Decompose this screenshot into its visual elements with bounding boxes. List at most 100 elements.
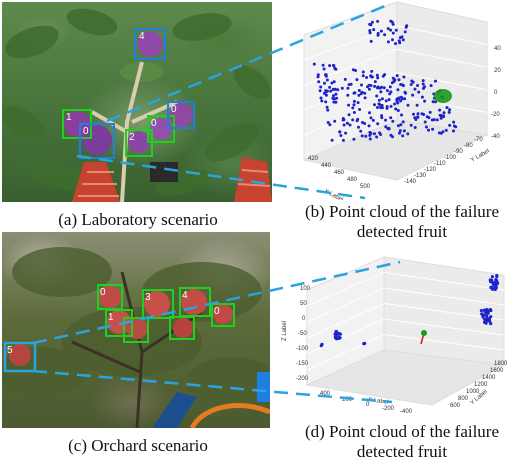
box-label: 0 (100, 287, 106, 298)
point-cloud-dot (324, 100, 328, 104)
z-tick: 0 (494, 90, 498, 96)
y-tick: 1000 (466, 389, 480, 395)
y-tick: -80 (464, 143, 473, 149)
x-tick: 440 (321, 163, 332, 169)
y-tick: -130 (414, 173, 427, 179)
point-cloud-dot (337, 332, 341, 336)
point-cloud-dot (363, 96, 367, 100)
point-cloud-dot (364, 134, 368, 138)
point-cloud-dot (397, 78, 401, 82)
point-cloud-dot (333, 119, 337, 123)
point-cloud-dot (376, 106, 379, 109)
y-tick: 1400 (482, 375, 496, 381)
point-cloud-dot (324, 73, 327, 77)
point-cloud-dot (373, 132, 376, 136)
point-cloud-dot (413, 87, 417, 91)
point-cloud-dot (368, 111, 371, 115)
point-cloud-dot (377, 102, 381, 106)
point-cloud-dot (434, 79, 437, 83)
point-cloud-dot (398, 129, 402, 133)
point-cloud-dot (352, 137, 356, 141)
y-tick: -120 (424, 167, 437, 173)
point-cloud-dot (346, 93, 350, 97)
z-tick: 40 (494, 46, 501, 52)
point-cloud-plot-d: 100 50 0 -50 -100 -150 -200 400 200 0 -2… (282, 256, 508, 415)
point-cloud-dot (385, 89, 389, 93)
grid-line (383, 287, 505, 306)
point-cloud-dot (320, 99, 324, 103)
point-cloud-dot (391, 31, 395, 35)
caption-b-line1: (b) Point cloud of the failure (304, 202, 500, 221)
point-cloud-dot (369, 75, 373, 79)
point-cloud-dot (375, 135, 379, 139)
point-cloud-dot (352, 99, 356, 103)
point-cloud-dot (332, 80, 336, 84)
point-cloud-dot (322, 67, 326, 71)
point-cloud-dot (328, 85, 332, 89)
point-cloud-dot (423, 99, 427, 103)
point-cloud-dot (398, 41, 402, 45)
point-cloud-dot (493, 281, 497, 285)
point-cloud-dot (317, 80, 321, 84)
point-cloud-plot-b: 420 440 460 480 500 -140 -130 -120 -110 … (302, 1, 501, 200)
orchard-photo: 0 1 3 4 0 5 (2, 232, 270, 428)
point-cloud-dot (376, 122, 380, 126)
point-cloud-dot (337, 335, 341, 339)
point-cloud-dot (358, 108, 362, 111)
caption-d-line1: (d) Point cloud of the failure (304, 422, 500, 441)
point-cloud-dot (367, 124, 371, 128)
orchard-scene: 0 1 3 4 0 5 (2, 247, 270, 428)
point-cloud-dot (495, 274, 499, 278)
point-cloud-dot (351, 118, 355, 122)
camera-body (150, 162, 178, 182)
point-cloud-dot (382, 86, 386, 90)
point-cloud-dot (421, 79, 425, 83)
point-cloud-dot (333, 87, 337, 91)
point-cloud-dot (401, 38, 405, 42)
point-cloud-dot (389, 104, 393, 108)
point-cloud-dot (332, 94, 335, 98)
x-tick: 0 (366, 402, 370, 408)
point-cloud-dot (489, 322, 493, 326)
point-cloud-dot (369, 23, 373, 27)
point-cloud-dot (439, 116, 443, 120)
point-cloud-dot (388, 85, 392, 89)
point-cloud-dot (406, 103, 410, 107)
point-cloud-dot (442, 111, 446, 115)
point-cloud-dot (360, 134, 364, 138)
point-cloud-dot (340, 86, 344, 90)
point-cloud-dot (352, 111, 356, 114)
point-cloud-dot (376, 86, 379, 90)
point-cloud-dot (399, 99, 403, 103)
point-cloud-dot (380, 116, 384, 120)
point-cloud-dot (395, 74, 399, 78)
point-cloud-dot (399, 123, 403, 127)
point-cloud-dot (413, 126, 417, 129)
point-cloud-dot (424, 125, 428, 129)
point-cloud-dot (409, 83, 413, 86)
point-cloud-dot (357, 89, 361, 92)
x-tick: 420 (308, 156, 319, 162)
point-cloud-dot (438, 108, 442, 112)
point-cloud-dot (485, 308, 489, 312)
point-cloud-dot (416, 84, 419, 87)
box-label: 4 (182, 290, 188, 301)
point-cloud-dot (339, 134, 343, 137)
point-cloud-dot (428, 110, 432, 114)
z-tick: 0 (302, 316, 306, 322)
box-label: 1 (108, 312, 114, 323)
point-cloud-dot (387, 98, 391, 102)
point-cloud-dot (318, 89, 322, 93)
z-tick: -40 (491, 134, 500, 140)
point-cloud-dot (448, 123, 452, 127)
point-cloud-dot (353, 91, 357, 95)
point-cloud-dot (366, 85, 369, 89)
point-cloud-dot (378, 131, 382, 135)
point-cloud-dot (348, 123, 352, 127)
z-tick: -100 (296, 346, 309, 352)
point-cloud-dot (421, 82, 425, 86)
point-cloud-dot (352, 103, 356, 107)
grid-line (383, 272, 505, 291)
x-tick: -400 (400, 409, 413, 415)
x-tick: -200 (382, 406, 395, 412)
